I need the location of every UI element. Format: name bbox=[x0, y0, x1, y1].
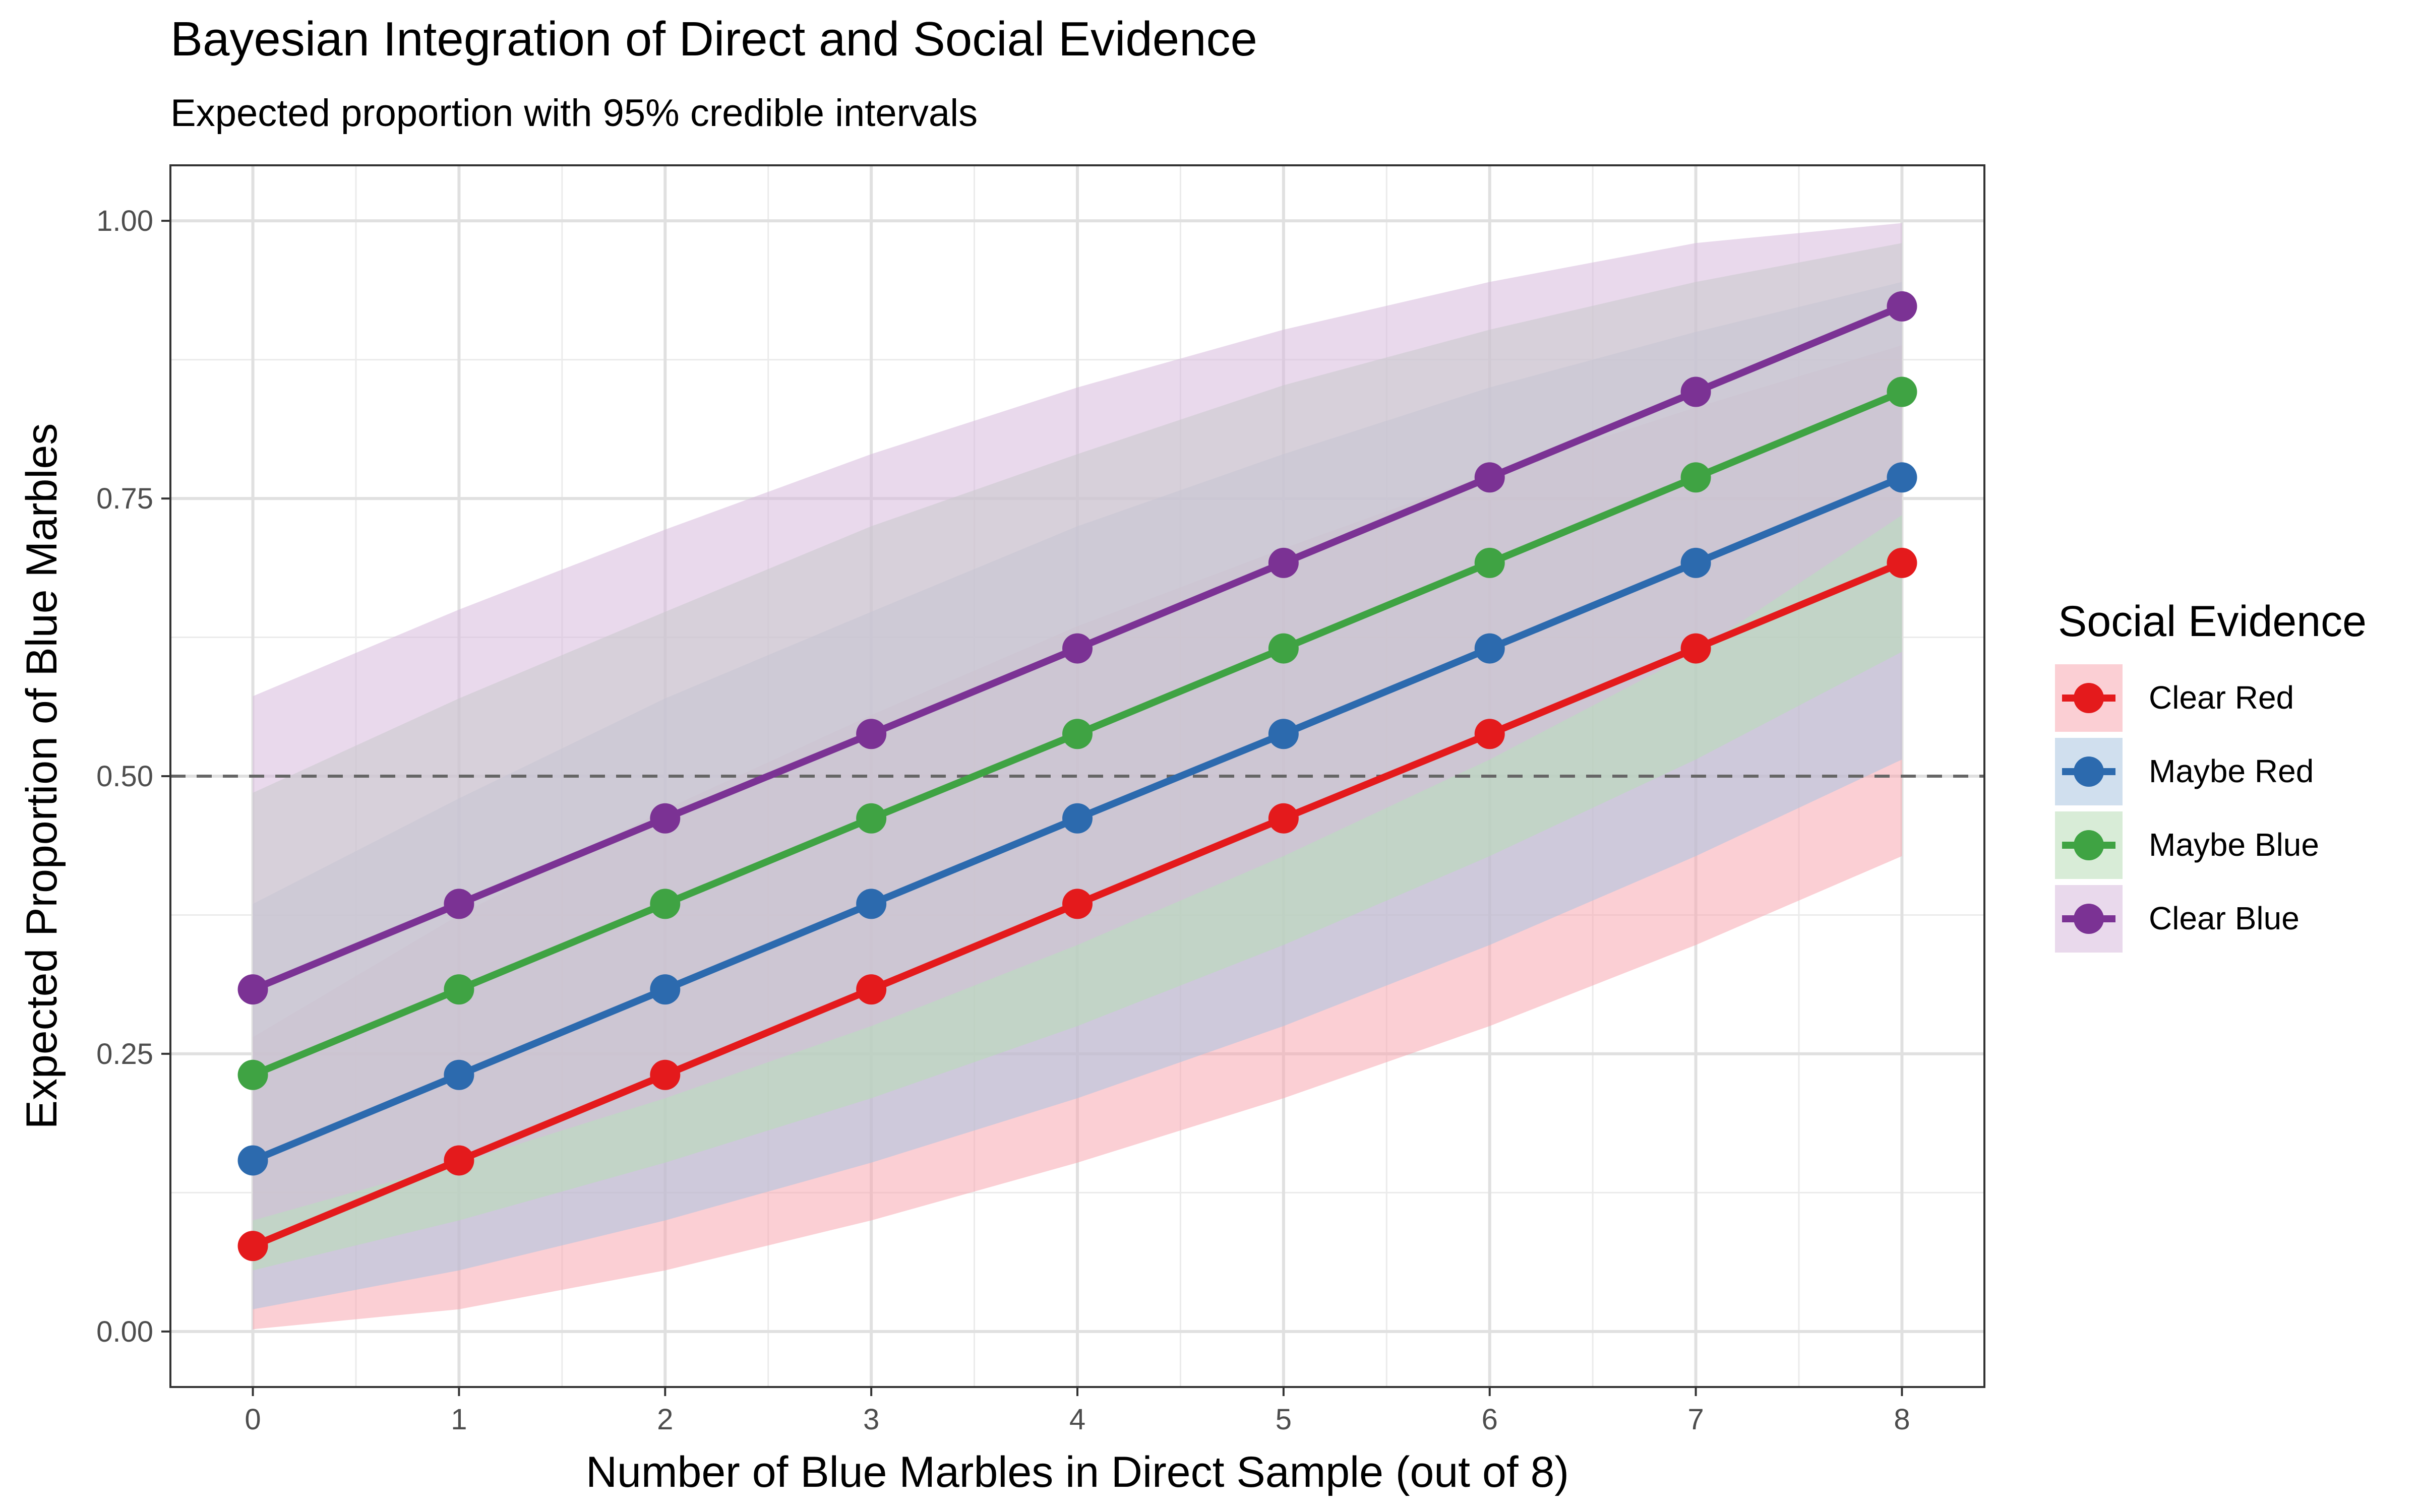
point-clear-red bbox=[1062, 889, 1093, 919]
point-maybe-blue bbox=[1474, 547, 1505, 578]
point-clear-blue bbox=[1062, 633, 1093, 664]
point-maybe-blue bbox=[1887, 376, 1917, 407]
point-clear-blue bbox=[650, 803, 681, 834]
point-clear-red bbox=[650, 1059, 681, 1090]
legend-items: Clear Red Maybe Red Maybe Blue Clear Blue bbox=[2055, 664, 2319, 953]
legend-key-point bbox=[2074, 830, 2104, 860]
point-clear-red bbox=[856, 974, 887, 1005]
point-maybe-red bbox=[444, 1059, 474, 1090]
point-maybe-red bbox=[856, 889, 887, 919]
x-tick-label: 7 bbox=[1687, 1403, 1704, 1436]
y-tick-label: 0.75 bbox=[96, 482, 153, 515]
x-tick-label: 3 bbox=[863, 1403, 879, 1436]
x-axis-label: Number of Blue Marbles in Direct Sample … bbox=[586, 1448, 1569, 1496]
point-clear-blue bbox=[856, 719, 887, 749]
legend-key-point bbox=[2074, 757, 2104, 787]
point-clear-blue bbox=[1268, 547, 1299, 578]
legend-title: Social Evidence bbox=[2058, 597, 2367, 646]
point-maybe-red bbox=[1268, 719, 1299, 749]
chart-subtitle: Expected proportion with 95% credible in… bbox=[170, 92, 978, 135]
point-maybe-blue bbox=[1062, 719, 1093, 749]
point-maybe-red bbox=[1887, 462, 1917, 493]
legend-label: Clear Red bbox=[2149, 679, 2294, 716]
plot-panel bbox=[169, 164, 1985, 1388]
legend-item-clear-blue: Clear Blue bbox=[2055, 885, 2300, 953]
legend-label: Maybe Red bbox=[2149, 753, 2314, 789]
point-maybe-blue bbox=[444, 974, 474, 1005]
legend-key-point bbox=[2074, 683, 2104, 713]
point-clear-blue bbox=[1680, 376, 1711, 407]
point-maybe-blue bbox=[1268, 633, 1299, 664]
point-maybe-red bbox=[650, 974, 681, 1005]
point-maybe-red bbox=[237, 1145, 268, 1176]
legend-item-maybe-red: Maybe Red bbox=[2055, 738, 2314, 805]
legend-label: Clear Blue bbox=[2149, 900, 2300, 936]
legend-item-clear-red: Clear Red bbox=[2055, 664, 2294, 732]
x-tick-label: 1 bbox=[451, 1403, 467, 1436]
point-maybe-blue bbox=[650, 889, 681, 919]
y-tick-label: 0.50 bbox=[96, 760, 153, 793]
point-maybe-red bbox=[1474, 633, 1505, 664]
x-tick-label: 0 bbox=[245, 1403, 261, 1436]
x-tick-label: 6 bbox=[1482, 1403, 1498, 1436]
point-clear-red bbox=[1474, 719, 1505, 749]
point-maybe-red bbox=[1062, 803, 1093, 834]
point-maybe-red bbox=[1680, 547, 1711, 578]
point-maybe-blue bbox=[856, 803, 887, 834]
series-points bbox=[237, 291, 1917, 1262]
point-clear-red bbox=[444, 1145, 474, 1176]
legend-key-point bbox=[2074, 904, 2104, 934]
point-clear-blue bbox=[237, 974, 268, 1005]
x-tick-label: 2 bbox=[657, 1403, 673, 1436]
x-axis: 0 1 2 3 4 5 6 7 8 bbox=[245, 1387, 1910, 1436]
y-axis: 0.00 0.25 0.50 0.75 1.00 bbox=[96, 205, 170, 1348]
point-clear-blue bbox=[444, 889, 474, 919]
legend: Social Evidence Clear Red Maybe Red Maybe … bbox=[2055, 597, 2367, 953]
point-clear-blue bbox=[1474, 462, 1505, 493]
y-tick-label: 1.00 bbox=[96, 205, 153, 237]
x-tick-label: 8 bbox=[1894, 1403, 1910, 1436]
y-axis-label: Expected Proportion of Blue Marbles bbox=[18, 423, 66, 1129]
x-tick-label: 5 bbox=[1276, 1403, 1292, 1436]
y-tick-label: 0.25 bbox=[96, 1038, 153, 1070]
legend-item-maybe-blue: Maybe Blue bbox=[2055, 811, 2319, 879]
x-tick-label: 4 bbox=[1069, 1403, 1085, 1436]
legend-label: Maybe Blue bbox=[2149, 827, 2319, 863]
point-clear-red bbox=[1680, 633, 1711, 664]
point-maybe-blue bbox=[1680, 462, 1711, 493]
point-clear-red bbox=[237, 1231, 268, 1262]
y-tick-label: 0.00 bbox=[96, 1315, 153, 1348]
point-clear-red bbox=[1887, 547, 1917, 578]
point-maybe-blue bbox=[237, 1059, 268, 1090]
chart-title: Bayesian Integration of Direct and Socia… bbox=[170, 12, 1257, 66]
point-clear-red bbox=[1268, 803, 1299, 834]
point-clear-blue bbox=[1887, 291, 1917, 322]
